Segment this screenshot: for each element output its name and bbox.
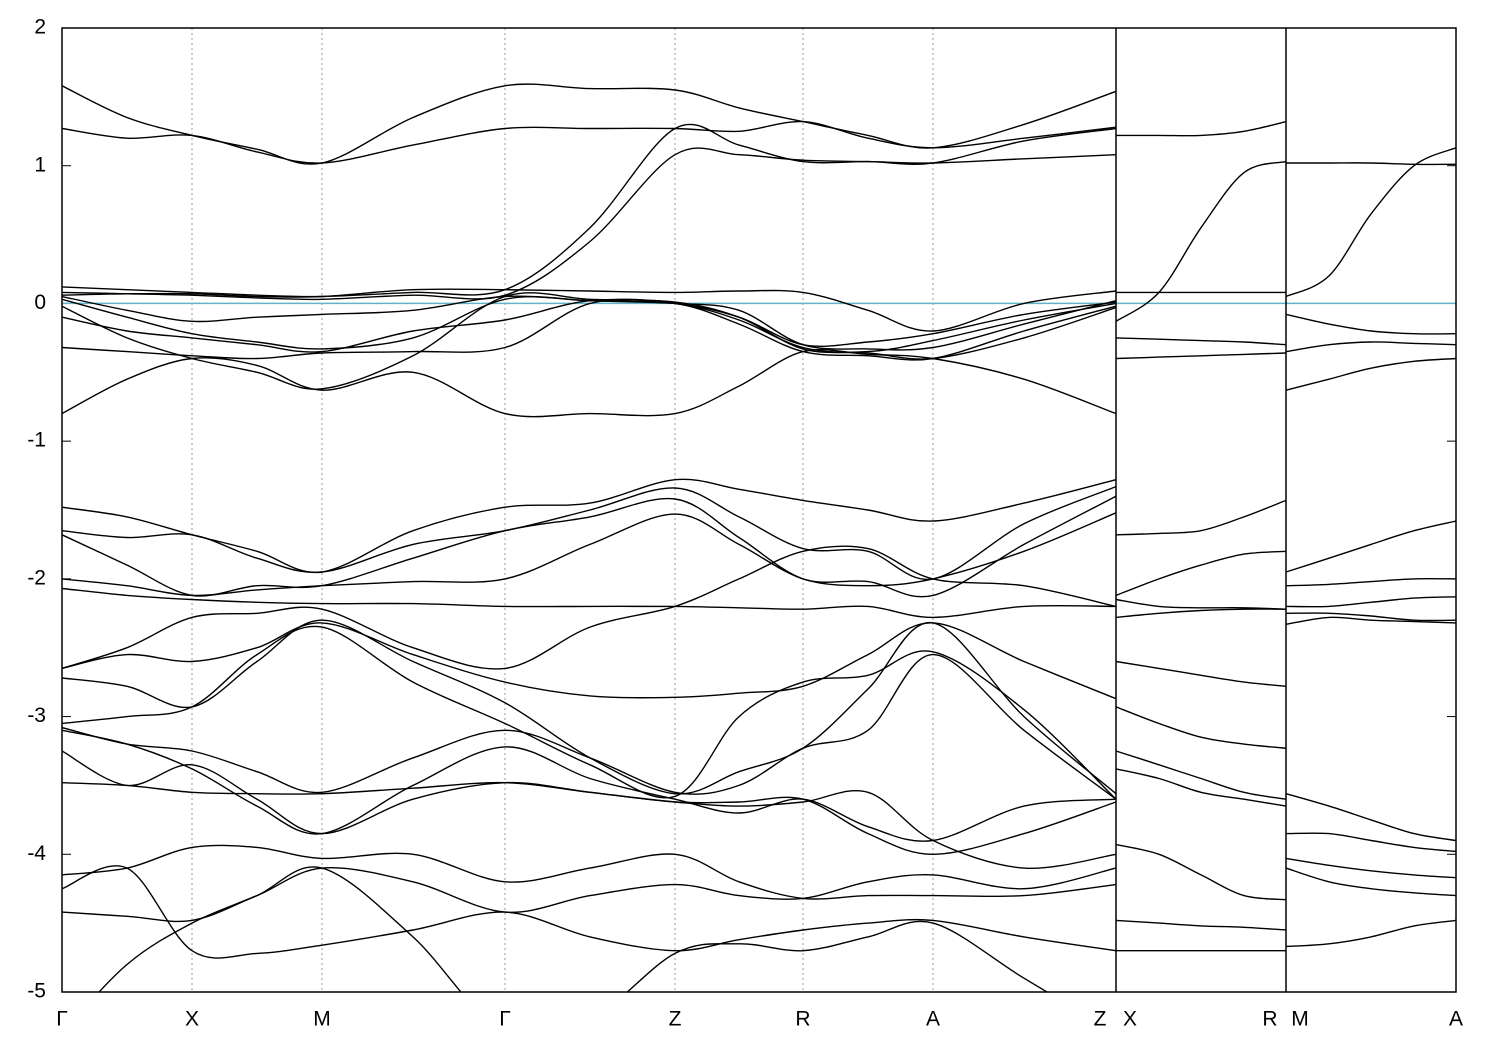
band [1115, 550, 1287, 597]
plot-frame [61, 27, 1457, 993]
y-tick-label: 0 [34, 291, 46, 314]
band [1115, 352, 1287, 360]
x-tick-label: Γ [499, 1008, 511, 1031]
x-tick-label: R [1262, 1008, 1277, 1031]
band [1285, 577, 1456, 587]
band [1115, 608, 1287, 619]
band [98, 866, 1049, 992]
band [1115, 919, 1287, 931]
x-tick-label: X [185, 1008, 199, 1031]
y-tick-label: 1 [34, 153, 46, 176]
band [62, 288, 1117, 332]
band [62, 123, 1117, 298]
band [1115, 598, 1287, 610]
band [1285, 832, 1456, 853]
x-tick-label: Z [1094, 1008, 1107, 1031]
bands [62, 83, 1456, 992]
band [1285, 616, 1456, 625]
band [1285, 520, 1456, 573]
band [1285, 867, 1456, 897]
band [62, 625, 1117, 800]
band [62, 619, 1117, 795]
band [62, 653, 1117, 800]
x-tick-label: M [313, 1008, 331, 1031]
x-tick-label: Γ [56, 1008, 68, 1031]
x-tick-label: R [795, 1008, 810, 1031]
band [1115, 337, 1287, 346]
x-tick-label: X [1123, 1008, 1137, 1031]
band [62, 545, 1117, 670]
band [62, 729, 1117, 842]
band [1286, 162, 1456, 166]
band [62, 867, 1117, 923]
band [62, 512, 1117, 597]
band [1115, 706, 1287, 749]
band [62, 478, 1117, 574]
band [62, 865, 1117, 959]
band [1115, 160, 1287, 322]
band [1285, 919, 1456, 948]
band [1285, 857, 1456, 879]
band [1285, 341, 1456, 353]
band [62, 485, 1117, 581]
band [1115, 843, 1287, 901]
band [1115, 660, 1287, 687]
band [62, 83, 1117, 165]
x-tick-label: M [1291, 1008, 1309, 1031]
band [62, 781, 1117, 870]
band [62, 147, 1117, 301]
band [1285, 357, 1456, 391]
x-tick-label: A [926, 1008, 940, 1031]
y-tick-label: -4 [27, 842, 46, 865]
band [1285, 596, 1456, 608]
band [62, 348, 1117, 418]
band [62, 750, 1117, 856]
band [1115, 750, 1287, 800]
x-tick-label: A [1449, 1008, 1463, 1031]
y-tick-label: -5 [27, 980, 46, 1003]
y-tick-label: -1 [27, 429, 46, 452]
y-tick-label: -2 [27, 566, 46, 589]
band [1285, 147, 1456, 298]
x-tick-label: Z [669, 1008, 682, 1031]
band [62, 622, 1117, 700]
band [62, 120, 1117, 164]
band [1115, 768, 1287, 807]
band [1285, 313, 1456, 335]
band [62, 298, 1117, 361]
band [62, 298, 1117, 353]
y-tick-label: -3 [27, 704, 46, 727]
band [62, 844, 1117, 900]
band [1285, 612, 1456, 622]
band [1115, 499, 1287, 536]
band [1115, 120, 1287, 137]
band [62, 292, 1117, 390]
band [62, 587, 1117, 619]
band [1285, 793, 1456, 842]
y-tick-label: 2 [34, 16, 46, 39]
